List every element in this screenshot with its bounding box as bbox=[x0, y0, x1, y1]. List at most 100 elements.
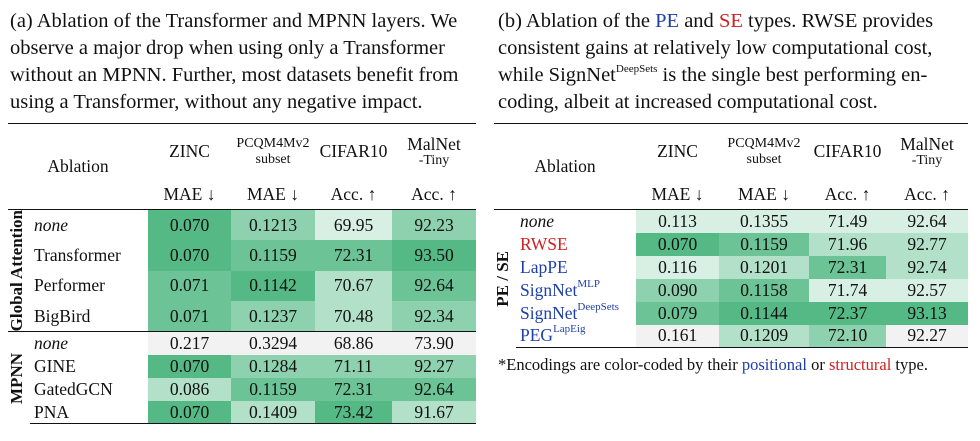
row-label: LapPE bbox=[516, 256, 636, 279]
caption-b-line: (b) Ablation of the PE and SE types. RWS… bbox=[498, 8, 974, 35]
pcqm-header: PCQM4Mv2 subset bbox=[719, 123, 809, 180]
metric-header: Acc. ↑ bbox=[330, 183, 377, 204]
row-label: BigBird bbox=[34, 305, 91, 326]
malnet-header-name: MalNet bbox=[900, 134, 954, 155]
value-cell: 70.67 bbox=[315, 270, 392, 302]
value-cell: 92.64 bbox=[392, 270, 476, 302]
caption-a: (a) Ablation of the Transformer and MPNN… bbox=[10, 8, 480, 116]
table-row: SignNetDeepSets 0.079 0.1144 72.37 93.13 bbox=[494, 301, 968, 325]
caption-b: (b) Ablation of the PE and SE types. RWS… bbox=[498, 8, 974, 116]
cifar-header: CIFAR10 bbox=[809, 123, 886, 180]
row-label: RWSE bbox=[516, 233, 636, 256]
pcqm-header: PCQM4Mv2 subset bbox=[231, 123, 315, 180]
value-cell: 0.217 bbox=[148, 331, 231, 355]
table-b: Ablation ZINC PCQM4Mv2 subset CIFAR10 Mal… bbox=[493, 123, 968, 348]
group-label-cell: Global Attention bbox=[7, 208, 30, 332]
pe-se-group: PE / SE none 0.113 0.1355 71.49 92.64 RWSE 0.07… bbox=[493, 209, 968, 348]
value-cell: 0.1237 bbox=[231, 301, 315, 332]
row-label-sup: LapEig bbox=[553, 323, 586, 336]
row-label: GINE bbox=[34, 355, 76, 376]
metric-header: MAE ↓ bbox=[163, 183, 216, 204]
row-label-name: PEG bbox=[520, 325, 554, 346]
value-cell: 0.3294 bbox=[231, 331, 315, 355]
caption-b-line: while SignNetDeepSets is the single best… bbox=[498, 62, 974, 89]
caption-b-text: is the single best performing en- bbox=[657, 64, 928, 86]
value-cell: 0.1284 bbox=[231, 354, 315, 378]
value-cell: 93.50 bbox=[392, 240, 476, 271]
value-cell: 0.1209 bbox=[719, 324, 809, 348]
value-cell: 0.1409 bbox=[231, 400, 315, 425]
value-cell: 0.116 bbox=[636, 255, 719, 279]
table-row: MPNN none 0.217 0.3294 68.86 73.90 bbox=[7, 331, 476, 424]
value-cell: 92.64 bbox=[886, 209, 968, 233]
value-cell: 92.77 bbox=[886, 232, 968, 256]
value-cell: 0.113 bbox=[636, 209, 719, 233]
metric-header: Acc. ↑ bbox=[824, 183, 871, 204]
caption-b-line: consistent gains at relatively low compu… bbox=[498, 37, 933, 59]
pcqm-header-name: PCQM4Mv2 bbox=[236, 136, 310, 152]
table-row: Performer 0.071 0.1142 70.67 92.64 bbox=[8, 270, 476, 302]
value-cell: 72.37 bbox=[809, 301, 886, 325]
value-cell: 92.34 bbox=[392, 301, 476, 332]
metric-header: Acc. ↑ bbox=[411, 183, 457, 204]
row-label-name: none bbox=[520, 210, 555, 231]
se-term: SE bbox=[718, 10, 743, 32]
value-cell: 0.1144 bbox=[719, 301, 809, 325]
value-cell: 0.1201 bbox=[719, 255, 809, 279]
caption-b-line: coding, albeit at increased computationa… bbox=[498, 91, 878, 113]
positional-term: positional bbox=[741, 355, 807, 374]
value-cell: 72.10 bbox=[809, 324, 886, 348]
pcqm-header-name: PCQM4Mv2 bbox=[727, 136, 801, 152]
row-label: none bbox=[516, 209, 636, 233]
value-cell: 71.49 bbox=[809, 209, 886, 233]
metric-header: MAE ↓ bbox=[737, 183, 790, 204]
row-label-sup: MLP bbox=[577, 277, 600, 290]
caption-b-text: while SignNet bbox=[498, 64, 616, 86]
cifar-header: CIFAR10 bbox=[315, 123, 392, 180]
footnote-text: type. bbox=[891, 355, 928, 374]
caption-b-sup: DeepSets bbox=[615, 63, 658, 75]
value-cell: 69.95 bbox=[315, 209, 392, 241]
row-label: GatedGCN bbox=[34, 378, 113, 399]
table-row: PEGLapEig 0.161 0.1209 72.10 92.27 bbox=[494, 323, 968, 348]
value-cell: 70.48 bbox=[315, 301, 392, 332]
pe-term: PE bbox=[655, 10, 680, 32]
group-label-cell: MPNN bbox=[7, 331, 30, 424]
value-cell: 0.071 bbox=[148, 270, 231, 302]
value-cell: 0.071 bbox=[148, 301, 231, 332]
value-cell: 0.070 bbox=[636, 232, 719, 256]
metric-header: MAE ↓ bbox=[246, 183, 299, 204]
value-cell: 0.1159 bbox=[719, 232, 809, 256]
malnet-header-sub: -Tiny bbox=[418, 153, 450, 169]
value-cell: 0.1159 bbox=[231, 377, 315, 401]
value-cell: 0.161 bbox=[636, 324, 719, 348]
value-cell: 68.86 bbox=[315, 331, 392, 355]
row-label-name: RWSE bbox=[520, 233, 568, 254]
caption-b-text: (b) Ablation of the bbox=[498, 10, 656, 32]
footnote: *Encodings are color-coded by their posi… bbox=[498, 355, 928, 375]
group-label: MPNN bbox=[7, 352, 26, 404]
value-cell: 93.13 bbox=[886, 301, 968, 325]
row-label-name: SignNet bbox=[520, 302, 578, 323]
table-b-metric-row: MAE ↓ MAE ↓ Acc. ↑ Acc. ↑ bbox=[494, 180, 968, 210]
malnet-header-name: MalNet bbox=[407, 134, 461, 155]
structural-term: structural bbox=[828, 355, 892, 374]
metric-header: Acc. ↑ bbox=[904, 183, 950, 204]
value-cell: 92.64 bbox=[392, 377, 476, 401]
global-attention-group: Global Attention none 0.070 0.1213 69.95 92.2… bbox=[7, 208, 476, 332]
table-b-header-row: Ablation ZINC PCQM4Mv2 subset CIFAR10 Mal… bbox=[494, 123, 968, 210]
value-cell: 0.1213 bbox=[231, 209, 315, 241]
table-row: Transformer 0.070 0.1159 72.31 93.50 bbox=[8, 240, 476, 271]
value-cell: 72.31 bbox=[809, 255, 886, 279]
value-cell: 0.070 bbox=[148, 400, 231, 425]
value-cell: 92.27 bbox=[392, 354, 476, 378]
value-cell: 71.11 bbox=[315, 354, 392, 378]
value-cell: 0.086 bbox=[148, 377, 231, 401]
row-label-name: SignNet bbox=[520, 279, 578, 300]
row-label-name: LapPE bbox=[520, 256, 568, 277]
ablation-header: Ablation bbox=[494, 123, 636, 210]
value-cell: 91.67 bbox=[392, 400, 476, 425]
value-cell: 72.31 bbox=[315, 377, 392, 401]
pcqm-header-sub: subset bbox=[746, 152, 782, 168]
value-cell: 0.090 bbox=[636, 278, 719, 302]
